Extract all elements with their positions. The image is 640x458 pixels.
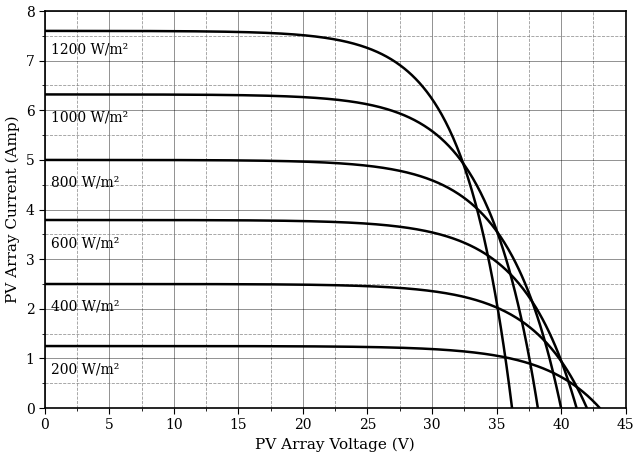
X-axis label: PV Array Voltage (V): PV Array Voltage (V) <box>255 438 415 453</box>
Text: 200 W/m²: 200 W/m² <box>51 362 120 376</box>
Text: 600 W/m²: 600 W/m² <box>51 236 120 251</box>
Text: 400 W/m²: 400 W/m² <box>51 300 120 313</box>
Text: 1200 W/m²: 1200 W/m² <box>51 43 129 57</box>
Text: 800 W/m²: 800 W/m² <box>51 175 120 189</box>
Text: 1000 W/m²: 1000 W/m² <box>51 111 129 125</box>
Y-axis label: PV Array Current (Amp): PV Array Current (Amp) <box>6 116 20 303</box>
